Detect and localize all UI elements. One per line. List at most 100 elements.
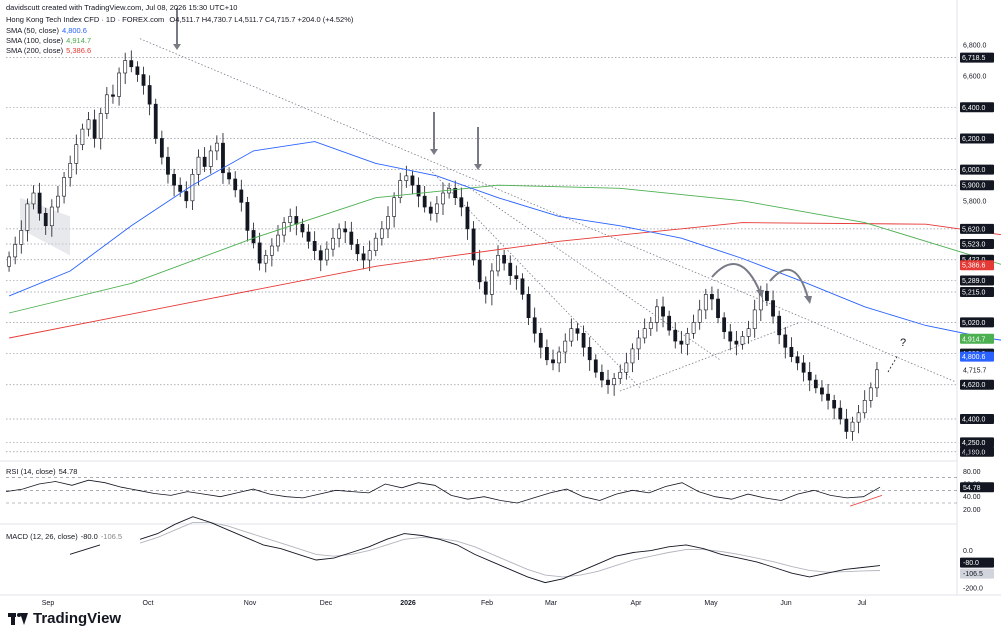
candle-down xyxy=(673,329,678,342)
level-tag xyxy=(960,102,994,113)
level-tag xyxy=(960,446,994,457)
level-tag-label: 5,020.0 xyxy=(962,320,985,327)
candle-up xyxy=(31,192,36,205)
sma-value-tag-label: 5,386.6 xyxy=(962,263,985,270)
sma-value-tag-label: 4,800.6 xyxy=(962,354,985,361)
level-tag-label: 5,620.0 xyxy=(962,226,985,233)
candle-up xyxy=(117,72,121,97)
macd-line xyxy=(139,516,881,584)
candle-up xyxy=(703,294,708,311)
level-tag-label: 5,900.0 xyxy=(962,183,985,190)
candle-up xyxy=(13,244,18,258)
time-axis: Sep Oct Nov Dec 2026 Feb Mar Apr May Jun Jul xyxy=(42,600,867,607)
candle-up xyxy=(856,412,861,423)
price-tick-label: 4,190.0 xyxy=(963,449,986,456)
trend-lines xyxy=(20,38,956,392)
sma50-legend[interactable]: SMA (50, close) 4,800.6 xyxy=(6,26,87,35)
candle-down xyxy=(410,175,415,186)
level-tag-label: 5,215.0 xyxy=(962,289,985,296)
candle-down xyxy=(153,103,158,139)
candle-down xyxy=(159,138,164,158)
candle-up xyxy=(190,174,195,202)
symbol-line: Hong Kong Tech Index CFD · 1D · FOREX.co… xyxy=(6,15,356,24)
level-tag xyxy=(960,286,994,297)
candle-up xyxy=(740,336,745,345)
candle-down xyxy=(734,340,739,345)
candle-up xyxy=(563,340,568,353)
candle-up xyxy=(214,142,219,152)
price-tick-label: 5,800.0 xyxy=(963,198,986,205)
candle-up xyxy=(7,256,11,267)
sma-value-tag xyxy=(960,333,994,344)
candle-down xyxy=(813,379,818,389)
candle-down xyxy=(661,306,665,317)
sma-value-tag xyxy=(960,351,994,362)
time-tick-label: Nov xyxy=(244,600,257,607)
candle-up xyxy=(697,309,702,323)
candle-down xyxy=(227,172,231,180)
down-arrow-head xyxy=(474,164,482,170)
candle-down xyxy=(294,216,299,225)
level-tag xyxy=(960,437,994,448)
sma100-legend[interactable]: SMA (100, close) 4,914.7 xyxy=(6,36,92,45)
level-tag xyxy=(960,52,994,63)
candle-down xyxy=(43,212,48,227)
arc-arrow-head xyxy=(804,296,812,304)
level-tag-label: 6,200.0 xyxy=(962,136,985,143)
candle-up xyxy=(62,177,66,197)
sma200-legend[interactable]: SMA (200, close) 5,386.6 xyxy=(6,46,92,55)
time-tick-label: Mar xyxy=(545,600,558,607)
rsi-legend[interactable]: RSI (14, close) 54.78 xyxy=(6,467,78,476)
candle-up xyxy=(862,400,867,414)
candle-up xyxy=(276,234,280,247)
macd-value-tag-label: -106.5 xyxy=(963,571,983,578)
attribution: davidscutt created with TradingView.com,… xyxy=(6,3,238,12)
candle-down xyxy=(789,347,794,357)
rsi-value-tag-label: 54.78 xyxy=(963,485,981,492)
candle-down xyxy=(777,315,782,336)
macd-value-tag-label: -80.0 xyxy=(963,560,979,567)
candle-up xyxy=(19,230,24,245)
candle-up xyxy=(404,175,409,181)
price-tick-label: 4,715.7 xyxy=(963,367,986,374)
sma100-line xyxy=(8,184,1001,314)
candle-down xyxy=(520,278,525,295)
sma-value-tag-label: 4,914.7 xyxy=(962,336,985,343)
candle-down xyxy=(361,253,366,261)
price-tick-label: 6,800.0 xyxy=(963,42,986,49)
macd-value-tag xyxy=(960,557,994,568)
level-tag xyxy=(960,223,994,234)
candle-down xyxy=(422,195,427,208)
candle-up xyxy=(324,248,329,261)
candle-down xyxy=(551,359,555,364)
level-tag xyxy=(960,275,994,286)
level-tag-label: 6,400.0 xyxy=(962,105,985,112)
candle-up xyxy=(86,119,91,130)
candle-up xyxy=(74,144,79,164)
macd-value-tag xyxy=(960,568,994,579)
tradingview-logo[interactable]: TradingView xyxy=(8,610,121,627)
candle-down xyxy=(111,94,115,97)
candle-up xyxy=(68,163,73,178)
candle-up xyxy=(642,328,647,339)
candle-up xyxy=(398,180,403,198)
moving-averages xyxy=(8,141,1001,341)
candle-down xyxy=(716,298,720,319)
macd-signal-line xyxy=(139,521,881,578)
time-tick-label: 2026 xyxy=(400,600,416,607)
candle-down xyxy=(416,184,421,197)
tv-logo-icon xyxy=(8,612,28,625)
level-tag xyxy=(960,317,994,328)
grid-lines xyxy=(0,0,1001,596)
candle-down xyxy=(514,275,519,280)
trend-line xyxy=(469,188,721,361)
candle-down xyxy=(221,142,225,174)
macd-legend[interactable]: MACD (12, 26, close) -80.0 -106.5 xyxy=(6,532,123,541)
candle-down xyxy=(807,371,812,381)
time-tick-label: Sep xyxy=(42,600,55,607)
candle-up xyxy=(746,328,751,337)
candle-up xyxy=(655,306,659,323)
candle-up xyxy=(569,328,574,342)
annotations xyxy=(173,8,899,373)
